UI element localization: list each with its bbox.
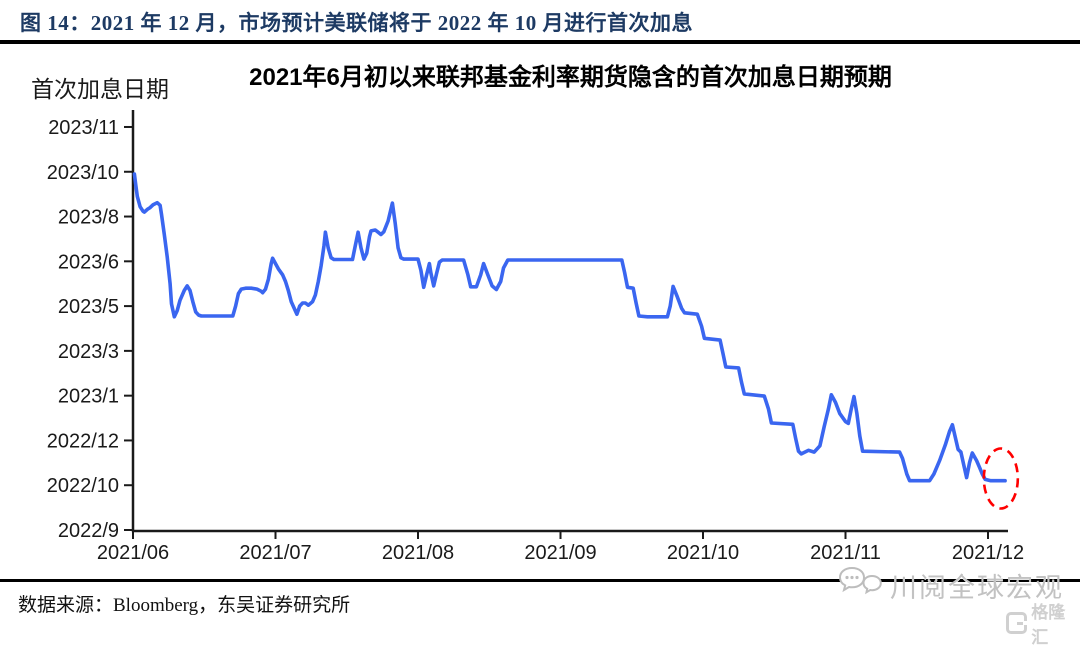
gelonghui-g-icon	[1006, 612, 1028, 634]
line-chart-plot: 2022/9 2022/10 2022/12 2023/1 2023/3 2023/5 20…	[47, 110, 1024, 564]
y-axis-tick-label: 2023/6	[58, 251, 119, 273]
y-axis-tick-label: 2023/11	[48, 117, 119, 139]
y-axis-tick-label: 2023/5	[58, 296, 119, 318]
bottom-divider-rule	[0, 579, 1080, 582]
y-axis-tick-label: 2022/10	[47, 475, 119, 497]
y-axis-tick-label: 2022/9	[58, 520, 119, 542]
chat-bubbles-icon	[838, 566, 884, 605]
top-divider-rule	[0, 40, 1080, 44]
forecast-line	[132, 172, 1007, 483]
watermark-social: 川阅全球宏观	[838, 566, 1064, 605]
y-axis-tick-label: 2023/3	[58, 341, 119, 363]
highlight-ellipse	[982, 447, 1020, 510]
y-axis-tick-label: 2022/12	[47, 430, 119, 452]
watermark-logo: 格隆汇	[1006, 598, 1080, 648]
watermark-social-text: 川阅全球宏观	[890, 573, 1064, 603]
figure-title: 图 14：2021 年 12 月，市场预计美联储将于 2022 年 10 月进行…	[20, 11, 693, 35]
x-axis-tick-label: 2021/06	[97, 542, 169, 564]
chart-title: 2021年6月初以来联邦基金利率期货隐含的首次加息日期预期	[249, 64, 892, 91]
x-axis-tick-label: 2021/09	[524, 542, 596, 564]
x-axis-tick-label: 2021/11	[810, 542, 881, 564]
x-axis-tick-label: 2021/12	[952, 542, 1024, 564]
x-axis-tick-label: 2021/07	[239, 542, 311, 564]
x-axis-tick-label: 2021/10	[667, 542, 739, 564]
y-axis-tick-label: 2023/1	[58, 386, 119, 408]
y-axis-tick-label: 2023/10	[47, 162, 119, 184]
data-source-note: 数据来源：Bloomberg，东吴证券研究所	[18, 595, 351, 616]
y-axis-title: 首次加息日期	[31, 77, 169, 102]
y-axis-tick-label: 2023/8	[58, 207, 119, 229]
x-axis-tick-label: 2021/08	[382, 542, 454, 564]
watermark-logo-text: 格隆汇	[1031, 603, 1066, 647]
